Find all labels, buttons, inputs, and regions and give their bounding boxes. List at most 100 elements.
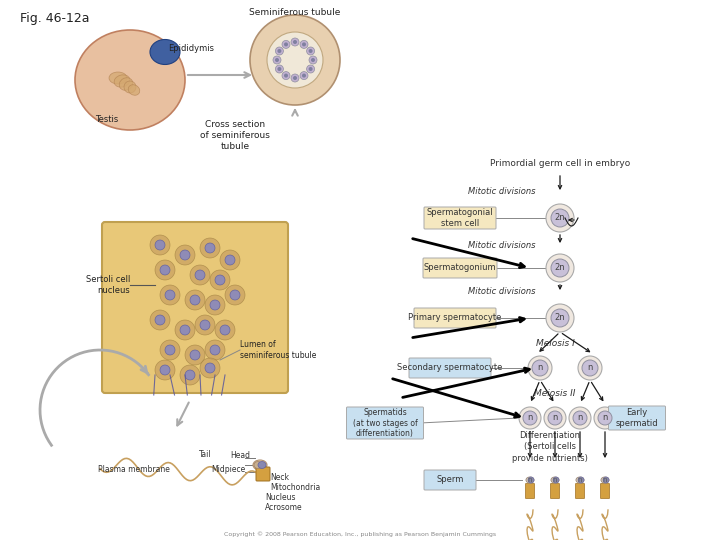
Circle shape	[582, 360, 598, 376]
FancyBboxPatch shape	[423, 258, 497, 278]
Text: Cross section
of seminiferous
tubule: Cross section of seminiferous tubule	[200, 120, 270, 151]
Text: Midpiece: Midpiece	[211, 465, 245, 474]
Ellipse shape	[601, 477, 609, 483]
Circle shape	[165, 345, 175, 355]
Circle shape	[205, 363, 215, 373]
Circle shape	[282, 40, 290, 49]
Text: Acrosome: Acrosome	[265, 503, 302, 512]
Circle shape	[225, 285, 245, 305]
Circle shape	[155, 315, 165, 325]
Circle shape	[180, 250, 190, 260]
FancyBboxPatch shape	[600, 483, 610, 498]
Circle shape	[293, 40, 297, 44]
Circle shape	[190, 265, 210, 285]
Text: Sperm: Sperm	[436, 476, 464, 484]
Text: Epididymis: Epididymis	[168, 44, 214, 53]
Circle shape	[569, 407, 591, 429]
Circle shape	[578, 477, 584, 483]
Circle shape	[546, 204, 574, 232]
Text: n: n	[528, 477, 532, 483]
Circle shape	[160, 365, 170, 375]
Circle shape	[551, 209, 569, 227]
Text: Meiosis I: Meiosis I	[536, 340, 575, 348]
FancyBboxPatch shape	[575, 483, 585, 498]
Circle shape	[180, 365, 200, 385]
Circle shape	[546, 254, 574, 282]
Circle shape	[309, 49, 312, 53]
Text: Mitotic divisions: Mitotic divisions	[467, 240, 535, 249]
Ellipse shape	[551, 477, 559, 483]
Circle shape	[594, 407, 616, 429]
Text: Secondary spermatocyte: Secondary spermatocyte	[397, 363, 503, 373]
Ellipse shape	[109, 72, 127, 84]
Circle shape	[225, 255, 235, 265]
Ellipse shape	[75, 30, 185, 130]
Circle shape	[230, 290, 240, 300]
Circle shape	[210, 270, 230, 290]
Circle shape	[200, 238, 220, 258]
Text: Primary spermatocyte: Primary spermatocyte	[408, 314, 502, 322]
Circle shape	[205, 243, 215, 253]
Circle shape	[553, 477, 559, 483]
Text: Mitotic divisions: Mitotic divisions	[467, 187, 535, 197]
Circle shape	[150, 235, 170, 255]
Circle shape	[190, 350, 200, 360]
Ellipse shape	[114, 75, 130, 87]
Circle shape	[544, 407, 566, 429]
Ellipse shape	[253, 460, 267, 470]
FancyBboxPatch shape	[551, 483, 559, 498]
Circle shape	[185, 370, 195, 380]
Circle shape	[210, 345, 220, 355]
Circle shape	[205, 340, 225, 360]
Text: n: n	[527, 414, 533, 422]
Circle shape	[532, 360, 548, 376]
Text: Sertoli cell
nucleus: Sertoli cell nucleus	[86, 275, 130, 295]
FancyBboxPatch shape	[414, 308, 496, 328]
Circle shape	[284, 73, 288, 78]
Text: Primordial germ cell in embryo: Primordial germ cell in embryo	[490, 159, 630, 167]
Ellipse shape	[576, 477, 584, 483]
Text: 2n: 2n	[554, 314, 565, 322]
Text: Seminiferous tubule: Seminiferous tubule	[249, 8, 341, 17]
Circle shape	[273, 56, 281, 64]
Circle shape	[307, 47, 315, 55]
Text: Head: Head	[230, 451, 250, 460]
Circle shape	[551, 309, 569, 327]
Text: n: n	[588, 363, 593, 373]
Circle shape	[155, 260, 175, 280]
Circle shape	[311, 58, 315, 62]
Circle shape	[291, 74, 299, 82]
Text: Nucleus: Nucleus	[265, 493, 295, 502]
FancyBboxPatch shape	[424, 470, 476, 490]
Circle shape	[277, 67, 282, 71]
Text: Copyright © 2008 Pearson Education, Inc., publishing as Pearson Benjamin Cumming: Copyright © 2008 Pearson Education, Inc.…	[224, 531, 496, 537]
FancyBboxPatch shape	[424, 207, 496, 229]
Circle shape	[200, 320, 210, 330]
Circle shape	[598, 411, 612, 425]
Circle shape	[185, 345, 205, 365]
Text: 2n: 2n	[554, 264, 565, 273]
Circle shape	[300, 40, 308, 49]
Text: Spermatogonium: Spermatogonium	[423, 264, 496, 273]
Circle shape	[519, 407, 541, 429]
Text: Spermatogonial
stem cell: Spermatogonial stem cell	[427, 208, 493, 228]
Circle shape	[307, 65, 315, 73]
Text: Mitochondria: Mitochondria	[270, 483, 320, 492]
Circle shape	[528, 477, 534, 483]
Circle shape	[220, 325, 230, 335]
Ellipse shape	[124, 81, 136, 93]
Circle shape	[165, 290, 175, 300]
Circle shape	[195, 315, 215, 335]
FancyBboxPatch shape	[409, 358, 491, 378]
Circle shape	[276, 47, 284, 55]
FancyBboxPatch shape	[608, 406, 665, 430]
Circle shape	[302, 73, 306, 78]
Circle shape	[309, 56, 317, 64]
Circle shape	[150, 310, 170, 330]
Circle shape	[190, 295, 200, 305]
Circle shape	[293, 76, 297, 80]
Circle shape	[200, 358, 220, 378]
Circle shape	[160, 265, 170, 275]
Circle shape	[277, 49, 282, 53]
Text: n: n	[603, 414, 608, 422]
